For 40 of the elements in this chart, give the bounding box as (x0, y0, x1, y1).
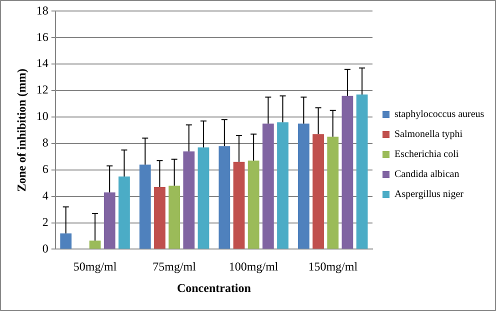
y-tick-label: 2 (42, 214, 48, 229)
bar (327, 136, 339, 249)
y-tick-label: 4 (42, 188, 48, 202)
bar (298, 124, 310, 249)
y-axis-title: Zone of inhibition (mm) (14, 68, 28, 192)
bar (262, 124, 274, 249)
bar (104, 192, 116, 249)
legend-label: Escherichia coli (394, 149, 459, 160)
y-tick-label: 16 (36, 30, 48, 44)
legend-label: Candida albican (394, 169, 460, 180)
bar (218, 146, 230, 249)
bar (139, 164, 151, 249)
x-tick-label: 75mg/ml (152, 260, 197, 274)
bar (277, 122, 288, 249)
y-tick-label: 0 (42, 241, 48, 256)
y-tick-label: 10 (36, 109, 48, 124)
y-tick-label: 14 (36, 56, 48, 70)
x-tick-label: 150mg/ml (308, 260, 358, 274)
bar (89, 240, 101, 249)
bar (233, 162, 245, 249)
bar (312, 134, 324, 249)
bar (168, 186, 180, 249)
bar (154, 187, 166, 249)
y-tick-label: 8 (42, 136, 48, 150)
bar (183, 151, 195, 249)
bar (356, 94, 368, 249)
x-tick-label: 50mg/ml (73, 260, 118, 274)
legend-label: staphylococcus aureus (394, 109, 484, 120)
y-tick-label: 12 (36, 82, 48, 97)
y-tick-label: 18 (36, 3, 48, 18)
bar (60, 233, 72, 249)
legend-label: Aspergillus niger (394, 189, 464, 200)
y-tick-label: 6 (42, 162, 48, 176)
bar (198, 147, 210, 249)
x-axis-title: Concentration (176, 280, 252, 295)
bar (342, 96, 354, 249)
x-tick-label: 100mg/ml (228, 260, 279, 274)
bar (248, 160, 260, 249)
bar (118, 176, 130, 249)
legend-label: Salmonella typhi (394, 129, 463, 140)
